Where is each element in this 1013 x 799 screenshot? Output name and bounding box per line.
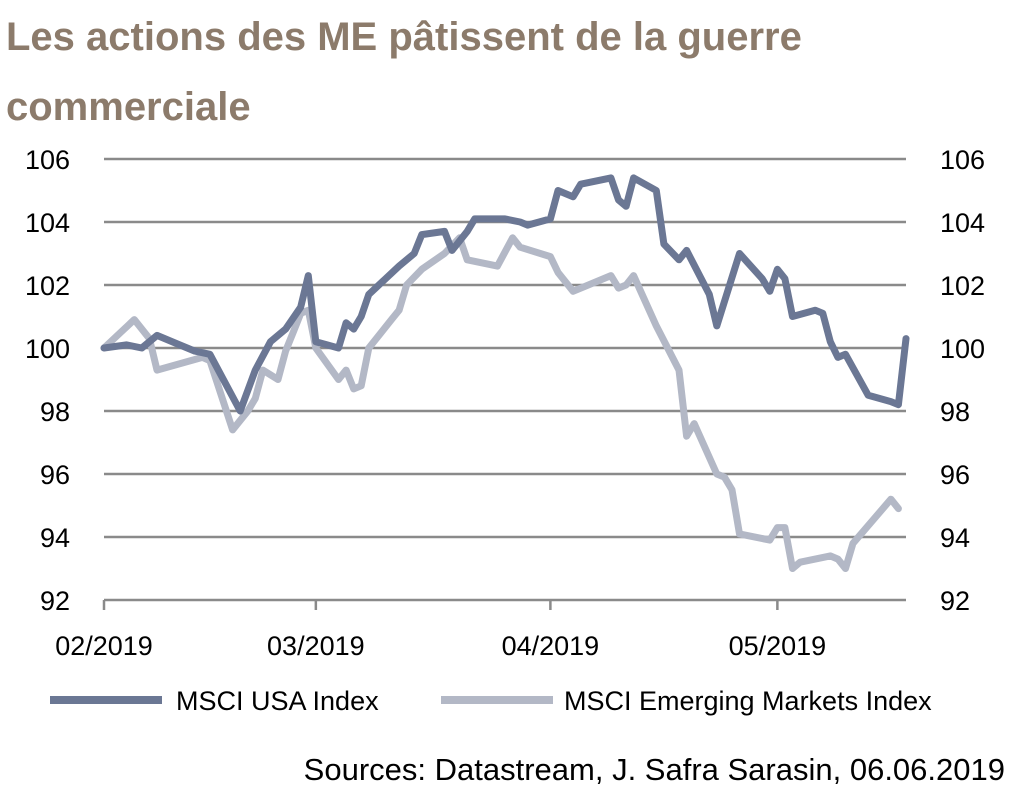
y-tick-label-right: 106 <box>940 145 985 175</box>
x-tick-label: 03/2019 <box>267 631 365 661</box>
source-note: Sources: Datastream, J. Safra Sarasin, 0… <box>303 752 1005 787</box>
series-line <box>100 234 902 572</box>
y-tick-label-left: 104 <box>25 208 70 238</box>
y-tick-label-right: 104 <box>940 208 985 238</box>
legend-label: MSCI USA Index <box>176 686 379 716</box>
y-tick-label-right: 92 <box>940 586 970 616</box>
y-tick-label-right: 102 <box>940 271 985 301</box>
y-tick-label-left: 106 <box>25 145 70 175</box>
series-lines <box>100 174 910 572</box>
x-axis <box>102 598 906 610</box>
x-tick-label: 05/2019 <box>729 631 827 661</box>
x-axis-labels: 02/2019 03/2019 04/2019 05/2019 <box>55 631 826 661</box>
y-axis-left: 92 94 96 98 100 102 104 106 <box>25 145 70 616</box>
y-tick-label-left: 102 <box>25 271 70 301</box>
y-tick-label-right: 98 <box>940 397 970 427</box>
y-tick-label-right: 94 <box>940 523 970 553</box>
legend: MSCI USA Index MSCI Emerging Markets Inde… <box>50 686 932 716</box>
y-tick-label-left: 98 <box>40 397 70 427</box>
gridlines <box>104 157 906 539</box>
y-axis-right: 92 94 96 98 100 102 104 106 <box>940 145 985 616</box>
x-tick-label: 04/2019 <box>502 631 600 661</box>
y-tick-label-left: 94 <box>40 523 70 553</box>
chart-title: Les actions des ME pâtissent de la guerr… <box>6 15 802 129</box>
series-line <box>100 174 910 415</box>
y-tick-label-left: 100 <box>25 334 70 364</box>
y-tick-label-right: 96 <box>940 460 970 490</box>
x-tick-label: 02/2019 <box>55 631 153 661</box>
y-tick-label-left: 96 <box>40 460 70 490</box>
legend-label: MSCI Emerging Markets Index <box>564 686 932 716</box>
y-tick-label-right: 100 <box>940 334 985 364</box>
y-tick-label-left: 92 <box>40 586 70 616</box>
